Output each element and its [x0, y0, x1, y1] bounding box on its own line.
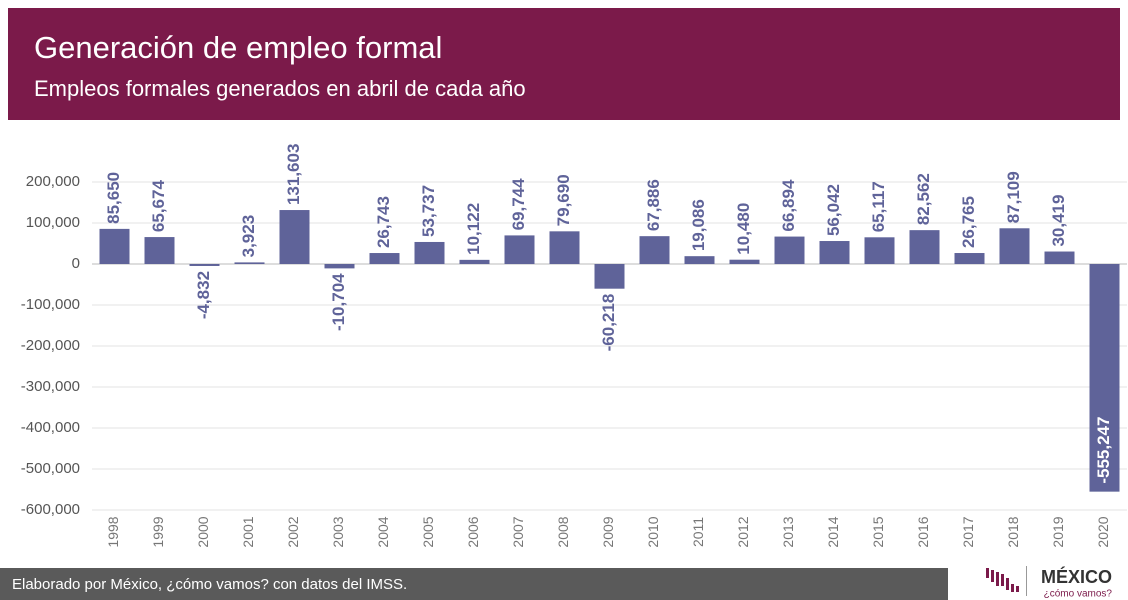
x-tick-label: 2013	[780, 516, 796, 547]
y-tick-label: -500,000	[21, 460, 80, 477]
bar	[954, 253, 985, 264]
value-label: 66,894	[779, 179, 798, 232]
y-tick-label: 0	[72, 255, 80, 272]
bar	[234, 262, 265, 264]
x-tick-label: 1999	[150, 516, 166, 547]
bar	[639, 236, 670, 264]
footer	[0, 568, 948, 600]
value-label: 26,743	[374, 196, 393, 248]
source: Elaborado por México, ¿cómo vamos? con d…	[12, 576, 407, 593]
bar	[144, 237, 175, 264]
x-tick-label: 2000	[195, 516, 211, 547]
y-tick-label: -600,000	[21, 501, 80, 518]
x-tick-label: 2001	[240, 516, 256, 547]
y-tick-label: -300,000	[21, 378, 80, 395]
x-tick-label: 2007	[510, 516, 526, 547]
value-label: -555,247	[1094, 417, 1113, 484]
value-label: -4,832	[194, 271, 213, 319]
bar	[369, 253, 400, 264]
value-label: 10,122	[464, 203, 483, 255]
value-label: 19,086	[689, 199, 708, 251]
bar	[729, 259, 760, 264]
bar	[594, 264, 625, 289]
value-label: 79,690	[554, 174, 573, 226]
bar	[1089, 264, 1120, 492]
value-label: 67,886	[644, 179, 663, 231]
x-tick-label: 2011	[690, 517, 706, 547]
y-tick-label: 200,000	[26, 173, 80, 190]
x-tick-label: 2019	[1050, 516, 1066, 547]
x-tick-label: 2006	[465, 516, 481, 547]
x-tick-label: 2004	[375, 516, 391, 547]
y-tick-label: 100,000	[26, 214, 80, 231]
chart-title: Generación de empleo formal	[34, 30, 442, 65]
value-label: 82,562	[914, 173, 933, 225]
header	[8, 8, 1120, 120]
y-tick-label: -200,000	[21, 337, 80, 354]
value-label: 56,042	[824, 184, 843, 236]
x-tick-label: 2012	[735, 516, 751, 547]
chart-subtitle: Empleos formales generados en abril de c…	[34, 76, 526, 101]
bar	[459, 259, 490, 264]
x-tick-label: 2016	[915, 516, 931, 547]
y-tick-label: -100,000	[21, 296, 80, 313]
x-tick-label: 2020	[1095, 516, 1111, 547]
logo-bars	[986, 566, 1027, 596]
x-tick-label: 2017	[960, 516, 976, 547]
x-tick-label: 2008	[555, 516, 571, 547]
bar	[504, 235, 535, 264]
y-tick-label: -400,000	[21, 419, 80, 436]
bar	[189, 264, 220, 266]
bar	[414, 241, 445, 264]
value-label: 65,674	[149, 180, 168, 233]
bar	[864, 237, 895, 264]
bar	[324, 264, 355, 269]
bar	[819, 241, 850, 264]
bar	[684, 256, 715, 264]
bar	[549, 231, 580, 264]
x-tick-label: 2018	[1005, 516, 1021, 547]
logo-tagline: ¿cómo vamos?	[1044, 589, 1113, 600]
value-label: 65,117	[869, 181, 888, 232]
x-tick-label: 1998	[105, 516, 121, 547]
value-label: 53,737	[419, 185, 438, 237]
bar	[279, 210, 310, 264]
value-label: 26,765	[959, 196, 978, 248]
value-label: -10,704	[329, 273, 348, 331]
bar	[999, 228, 1030, 264]
value-label: 30,419	[1049, 195, 1068, 247]
x-tick-label: 2003	[330, 516, 346, 547]
x-tick-label: 2010	[645, 516, 661, 547]
value-label: -60,218	[599, 294, 618, 352]
logo-name: MÉXICO	[1041, 566, 1112, 587]
value-label: 3,923	[239, 215, 258, 258]
x-tick-label: 2009	[600, 516, 616, 547]
bar	[99, 228, 130, 264]
value-label: 87,109	[1004, 171, 1023, 223]
x-tick-label: 2005	[420, 516, 436, 547]
x-tick-label: 2002	[285, 516, 301, 547]
value-label: 69,744	[509, 178, 528, 231]
bar	[774, 236, 805, 264]
value-label: 131,603	[284, 144, 303, 205]
value-label: 85,650	[104, 172, 123, 224]
bar	[1044, 251, 1075, 264]
bar	[909, 230, 940, 264]
x-tick-label: 2015	[870, 516, 886, 547]
value-label: 10,480	[734, 203, 753, 255]
x-tick-label: 2014	[825, 516, 841, 547]
